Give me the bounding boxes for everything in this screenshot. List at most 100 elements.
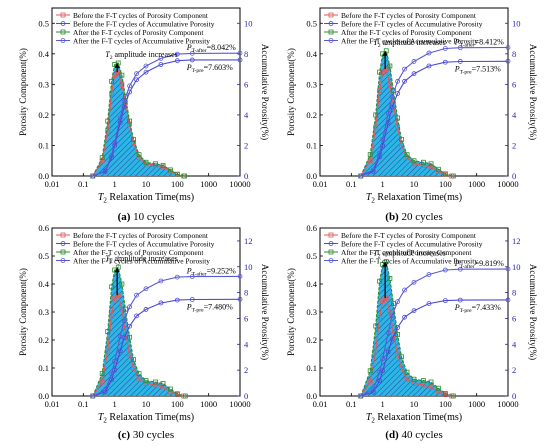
after-accumulative-series-point xyxy=(158,278,164,284)
after-accumulative-series-point xyxy=(370,387,376,392)
after-component-series-point xyxy=(160,380,166,386)
after-component-series-point xyxy=(387,275,393,281)
after-component-series-point xyxy=(136,371,142,377)
before-accumulative-series-point xyxy=(505,297,511,303)
legend-entry: After the F-T cycles of Accumulative Por… xyxy=(341,256,478,265)
x-tick-label: 100 xyxy=(171,399,184,409)
y-left-tick-label: 0.5 xyxy=(306,18,317,28)
before-component-series-point xyxy=(380,69,386,75)
before-component-series-point xyxy=(127,351,133,357)
legend-swatch-marker xyxy=(60,21,66,26)
legend-swatch-marker xyxy=(328,258,334,263)
amplitude-annotation-rest: amplitude increases xyxy=(112,254,177,263)
after-accumulative-series-point xyxy=(358,393,364,399)
x-tick-label: 10 xyxy=(142,179,151,189)
before-component-series-point xyxy=(143,380,149,386)
x-tick-label: 1000 xyxy=(468,179,485,189)
after-accumulative-series-line xyxy=(360,46,509,177)
p-before-annotation-main: P xyxy=(186,63,192,72)
legend-entry: Before the F-T cycles of Accumulative Po… xyxy=(341,239,483,248)
y-right-tick-label: 8 xyxy=(512,288,516,298)
after-accumulative-series-point xyxy=(457,266,463,272)
chart-panel-2: 0.01 0.1 1 10 100 1000 100000.00.10.20.30.40.5… xyxy=(286,7,538,205)
after-component-area xyxy=(92,63,185,176)
before-accumulative-series-point xyxy=(121,104,127,110)
p-before-annotation-sub: T-pre xyxy=(460,69,472,75)
amplitude-annotation-rest: amplitude increases xyxy=(380,38,445,47)
after-component-series-point xyxy=(119,72,125,78)
p-before-annotation: PT-pre=7.433% xyxy=(454,303,501,314)
after-component-series-point xyxy=(373,323,379,329)
after-accumulative-series-point xyxy=(426,272,432,277)
x-label: T2 Relaxation Time(ms) xyxy=(98,192,194,205)
after-accumulative-series-point xyxy=(389,94,395,99)
before-component-series-point xyxy=(428,384,434,390)
x-tick-label: 10 xyxy=(410,179,419,189)
x-tick-label: 10000 xyxy=(497,399,518,409)
before-accumulative-series-point xyxy=(426,63,432,69)
panel-caption-text: 30 cycles xyxy=(130,429,174,441)
y-right-tick-label: 10 xyxy=(244,262,253,272)
before-accumulative-series-point xyxy=(505,58,511,64)
legend: Before the F-T cycles of Porosity Compon… xyxy=(56,231,215,265)
legend-entry: Before the F-T cycles of Accumulative Po… xyxy=(73,19,215,28)
p-after-annotation: PT-after=8.042% xyxy=(186,43,236,54)
after-component-series-point xyxy=(450,173,456,179)
x-label-main: T xyxy=(98,412,105,423)
legend-entry: After the F-T cycles of Porosity Compone… xyxy=(341,28,472,37)
before-accumulative-series-point xyxy=(143,307,149,312)
y-left-tick-label: 0.0 xyxy=(306,171,317,181)
before-accumulative-series-point xyxy=(402,314,407,320)
after-component-series-point xyxy=(105,118,111,124)
x-tick-label: 1000 xyxy=(468,399,485,409)
p-after-annotation-rest: =8.042% xyxy=(207,43,237,52)
after-component-series-point xyxy=(428,161,434,167)
after-component-series-point xyxy=(377,278,383,284)
y-right-label: Accumulative Porosity(%) xyxy=(260,264,270,360)
x-tick-label: 100 xyxy=(171,179,184,189)
after-accumulative-series-point xyxy=(457,45,463,51)
after-component-series-line xyxy=(360,260,454,397)
after-accumulative-series-point xyxy=(377,369,383,375)
after-component-series-point xyxy=(404,152,410,158)
y-right-tick-label: 8 xyxy=(244,288,248,298)
y-right-tick-label: 8 xyxy=(244,49,248,59)
y-left-tick-label: 0.5 xyxy=(38,18,49,28)
after-accumulative-series-point xyxy=(389,313,395,319)
p-before-annotation: PT-pre=7.480% xyxy=(186,302,233,313)
before-component-series-point xyxy=(399,365,404,371)
legend-entry: Before the F-T cycles of Porosity Compon… xyxy=(341,231,477,240)
y-right-label: Accumulative Porosity(%) xyxy=(528,44,538,140)
before-component-series-point xyxy=(99,379,105,385)
y-left-tick-label: 0.5 xyxy=(38,251,49,261)
before-component-series-point xyxy=(387,309,393,315)
legend-swatch-marker xyxy=(60,241,66,246)
x-label-main: T xyxy=(366,192,373,203)
y-left-tick-label: 0.4 xyxy=(306,49,317,59)
y-right-tick-label: 0 xyxy=(512,391,516,401)
y-right-label: Accumulative Porosity(%) xyxy=(528,264,538,360)
before-accumulative-series xyxy=(358,297,511,399)
p-before-annotation-main: P xyxy=(454,303,460,312)
panel-caption-text: 40 cycles xyxy=(399,429,443,441)
before-component-series-point xyxy=(380,298,386,304)
x-tick-label: 10 xyxy=(142,399,151,409)
after-component-series xyxy=(90,264,188,399)
after-component-series-point xyxy=(109,284,115,290)
after-component-series-point xyxy=(143,378,149,384)
panel-caption: (d) 40 cycles xyxy=(385,429,442,441)
legend-swatch-marker xyxy=(60,12,66,18)
p-before-annotation-sub: T-pre xyxy=(192,68,204,74)
y-right-tick-label: 2 xyxy=(244,365,248,375)
legend: Before the F-T cycles of Porosity Compon… xyxy=(324,11,483,45)
x-tick-label: 1 xyxy=(381,179,385,189)
after-accumulative-series-point xyxy=(112,139,118,145)
legend-swatch-marker xyxy=(60,232,66,238)
after-accumulative-series-point xyxy=(143,63,149,69)
x-tick-label: 1 xyxy=(113,399,117,409)
p-after-annotation-rest: =8.412% xyxy=(475,38,505,47)
x-label-main: T xyxy=(366,412,373,423)
after-accumulative-series-point xyxy=(402,287,407,293)
before-accumulative-series-point xyxy=(457,59,463,64)
legend-swatch-marker xyxy=(328,12,334,18)
